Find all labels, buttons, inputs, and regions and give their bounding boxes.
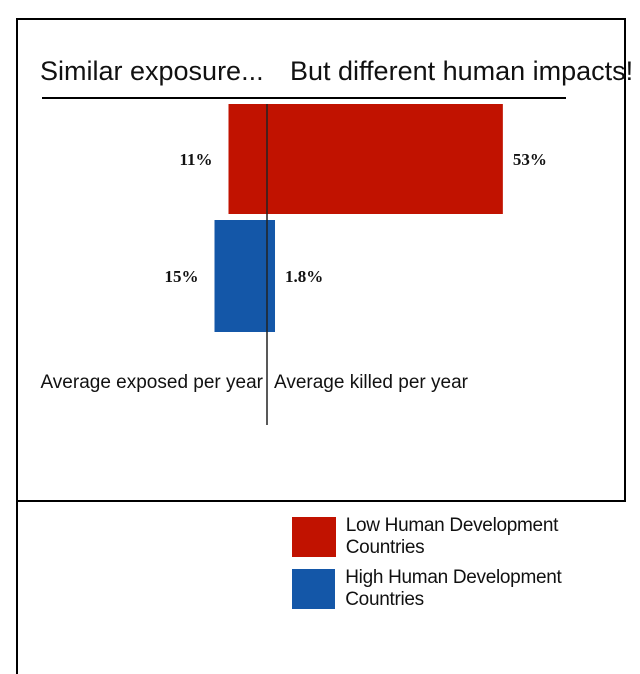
label-exposed-high: 15% — [165, 267, 199, 286]
panel-label-right: Average killed per year — [274, 372, 469, 393]
chart-frame — [16, 18, 626, 502]
legend-item-low: Low Human Development Countries — [292, 515, 640, 559]
bar-exposed-low — [228, 104, 267, 214]
bar-killed-low — [267, 104, 503, 214]
bar-exposed-high — [214, 220, 267, 332]
legend-label-low: Low Human Development Countries — [345, 515, 559, 558]
legend-swatch-high — [292, 569, 336, 609]
label-exposed-low: 11% — [179, 150, 212, 169]
legend-label-high: High Human Development Countries — [345, 567, 562, 610]
label-killed-low: 53% — [513, 150, 547, 169]
title-left: Similar exposure... — [40, 56, 264, 86]
title-right: But different human impacts! — [290, 56, 633, 86]
legend-swatch-low — [292, 517, 336, 557]
bar-killed-high — [267, 220, 276, 332]
outer-border-edge — [16, 500, 18, 674]
label-killed-high: 1.8% — [285, 267, 323, 286]
panel-label-left: Average exposed per year — [40, 372, 263, 393]
legend-item-high: High Human Development Countries — [292, 567, 640, 611]
